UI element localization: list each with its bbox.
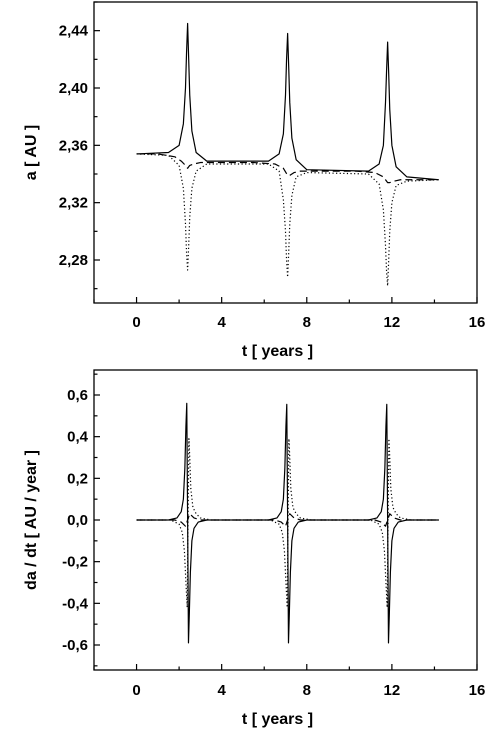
y-tick-label: -0,6 (62, 637, 88, 654)
y-tick-label: 2,28 (59, 252, 88, 269)
panel-semimajor-axis: 0 4 8 12 16 2,28 2,32 2,36 2,40 2,44 t [ years ] a … (23, 1, 486, 360)
y-tick-label: -0,4 (62, 595, 89, 612)
y-tick-label: -0,2 (62, 554, 88, 571)
y-tick-label: 2,32 (59, 195, 88, 212)
x-tick-label: 4 (217, 314, 226, 331)
x-tick-label: 12 (384, 682, 401, 699)
y-tick-label: 2,36 (59, 137, 88, 154)
y-tick-label: 0,6 (67, 387, 88, 404)
series-line-dotted (136, 438, 439, 609)
series-line-solid (136, 22, 439, 181)
y-tick-label: 0,0 (67, 512, 88, 529)
x-tick-label: 8 (303, 314, 311, 331)
series-line-dashed (136, 513, 439, 527)
x-tick-label: 4 (217, 682, 226, 699)
x-tick-label: 16 (469, 314, 486, 331)
y-tick-label: 2,40 (59, 80, 88, 97)
x-tick-label: 8 (303, 682, 311, 699)
series-line-dashed (136, 153, 439, 184)
x-axis-label: t [ years ] (242, 343, 313, 360)
x-tick-label: 0 (132, 314, 140, 331)
x-tick-label: 16 (469, 682, 486, 699)
y-tick-label: 2,44 (59, 23, 89, 40)
x-axis-label: t [ years ] (242, 711, 313, 728)
series-line-dotted (136, 153, 439, 287)
y-axis-label: a [ AU ] (23, 125, 40, 180)
y-tick-label: 0,2 (67, 470, 88, 487)
y-axis-label: da / dt [ AU / year ] (23, 450, 40, 590)
panel-semimajor-axis-rate: 0 4 8 12 16 -0,6 -0,4 -0,2 0,0 0,2 0,4 0,6 t [ years… (23, 369, 486, 728)
plot-frame (93, 1, 478, 304)
x-tick-label: 12 (384, 314, 401, 331)
x-tick-label: 0 (132, 682, 140, 699)
y-tick-label: 0,4 (67, 429, 89, 446)
